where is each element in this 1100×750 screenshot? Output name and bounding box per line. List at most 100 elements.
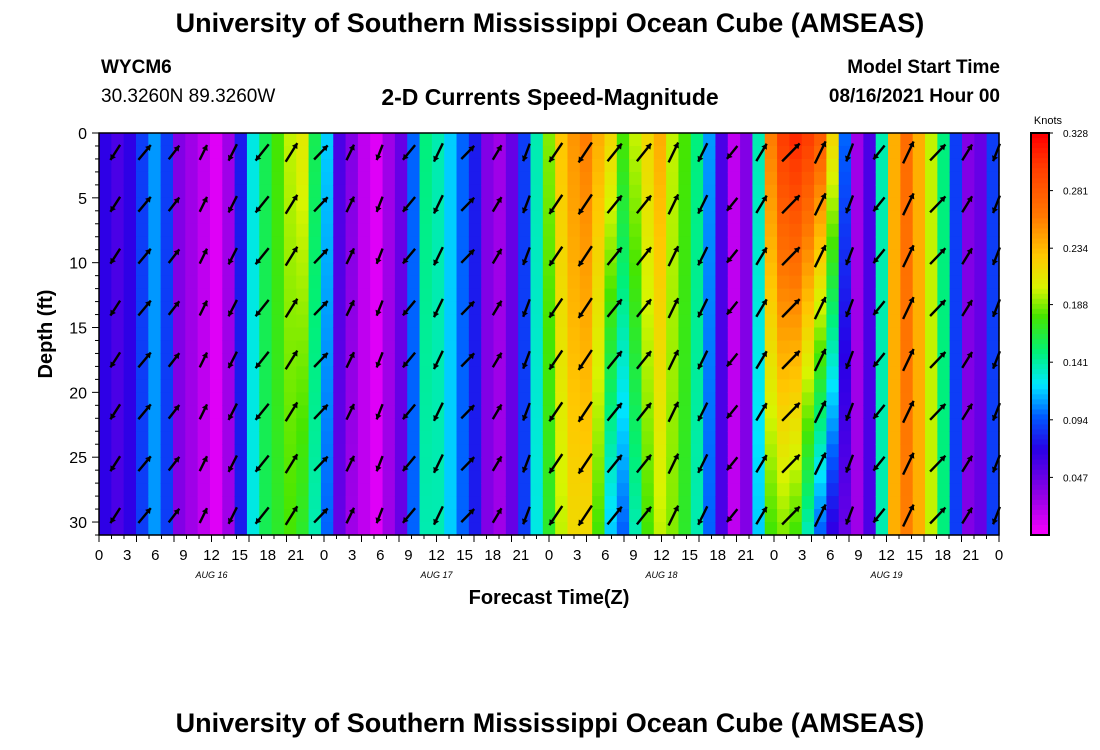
- heatmap-cell: [99, 405, 112, 419]
- current-arrow: [227, 403, 238, 421]
- heatmap-cell: [727, 262, 741, 277]
- heatmap-cell: [370, 275, 384, 290]
- heatmap-cell: [148, 522, 162, 536]
- heatmap-cell: [271, 275, 285, 290]
- heatmap-cell: [197, 275, 211, 290]
- heatmap-cell: [851, 483, 864, 497]
- heatmap-cell: [542, 223, 556, 238]
- colorbar-segment: [1031, 359, 1049, 365]
- heatmap-cell: [185, 353, 199, 368]
- arrow-head: [645, 299, 652, 306]
- current-arrow: [254, 402, 270, 421]
- colorbar-segment: [1031, 509, 1049, 516]
- heatmap-cell: [838, 379, 852, 393]
- heatmap-cell: [592, 301, 606, 316]
- current-arrow: [227, 351, 238, 369]
- heatmap-cell: [444, 145, 458, 160]
- heatmap-cell: [209, 509, 223, 523]
- heatmap-cell: [160, 353, 174, 368]
- heatmap-cell: [123, 184, 137, 199]
- heatmap-cell: [394, 184, 408, 199]
- heatmap-cell: [814, 379, 827, 393]
- heatmap-cell: [172, 327, 186, 342]
- heatmap-cell: [875, 496, 889, 510]
- heatmap-cell: [789, 158, 803, 173]
- heatmap-cell: [111, 457, 125, 471]
- heatmap-cell: [629, 327, 643, 342]
- heatmap-cell: [616, 171, 630, 186]
- heatmap-cell: [345, 288, 359, 303]
- current-arrow: [522, 506, 531, 525]
- heatmap-cell: [789, 366, 803, 380]
- current-arrow: [813, 244, 827, 268]
- heatmap-cell: [678, 418, 692, 432]
- heatmap-cell: [283, 444, 297, 458]
- colorbar-segment: [1031, 389, 1049, 395]
- heatmap-cell: [493, 327, 507, 342]
- heatmap-cell: [764, 379, 778, 393]
- heatmap-cell: [530, 249, 544, 264]
- heatmap-cell: [974, 158, 988, 173]
- colorbar-segment: [1031, 514, 1049, 521]
- heatmap-cell: [209, 236, 223, 251]
- heatmap-cell: [592, 405, 606, 419]
- current-arrow: [667, 141, 680, 163]
- heatmap-cell: [888, 470, 901, 484]
- heatmap-cell: [505, 431, 519, 445]
- heatmap-cell: [234, 314, 248, 329]
- heatmap-cell: [690, 275, 704, 290]
- heatmap-cell: [851, 171, 864, 186]
- heatmap-cell: [320, 483, 334, 497]
- heatmap-cell: [555, 522, 569, 536]
- heatmap-cell: [209, 457, 223, 471]
- heatmap-cell: [283, 522, 297, 536]
- heatmap-cell: [530, 314, 544, 329]
- heatmap-cell: [185, 171, 199, 186]
- current-arrow: [313, 507, 329, 524]
- heatmap-cell: [678, 133, 692, 147]
- heatmap-cell: [333, 184, 347, 199]
- heatmap-cell: [838, 133, 852, 147]
- current-arrow: [198, 507, 209, 524]
- heatmap-cell: [653, 184, 667, 199]
- heatmap-cell: [123, 457, 137, 471]
- heatmap-cell: [333, 522, 347, 536]
- current-arrow: [961, 299, 974, 317]
- heatmap-cell: [234, 431, 248, 445]
- heatmap-cell: [851, 184, 864, 199]
- heatmap-cell: [456, 431, 470, 445]
- heatmap-cell: [296, 236, 310, 251]
- colorbar-segment: [1031, 218, 1049, 225]
- heatmap-cell: [900, 418, 914, 432]
- heatmap-cell: [641, 340, 655, 355]
- heatmap-cell: [394, 223, 408, 238]
- heatmap-cell: [234, 470, 248, 484]
- x-tick-label: 0: [995, 547, 1003, 564]
- heatmap-cell: [826, 184, 840, 199]
- heatmap-cell: [641, 133, 655, 147]
- colorbar-segment: [1031, 399, 1049, 405]
- current-arrow: [667, 193, 680, 215]
- heatmap-cell: [530, 275, 544, 290]
- heatmap-cell: [333, 145, 347, 160]
- current-arrow: [522, 246, 531, 266]
- heatmap-cell: [99, 184, 112, 199]
- heatmap-cell: [962, 366, 975, 380]
- heatmap-cell: [789, 470, 803, 484]
- colorbar-segment: [1031, 374, 1049, 380]
- heatmap-cell: [875, 236, 889, 251]
- x-tick-label: 3: [573, 547, 581, 564]
- heatmap-cell: [185, 210, 199, 225]
- heatmap-cell: [320, 457, 334, 471]
- heatmap-cell: [407, 210, 421, 225]
- heatmap-cell: [888, 418, 901, 432]
- heatmap-cell: [283, 236, 297, 251]
- arrow-head: [616, 299, 622, 306]
- heatmap-cell: [271, 249, 285, 264]
- heatmap-cell: [949, 197, 963, 212]
- arrow-head: [673, 505, 679, 512]
- heatmap-cell: [123, 158, 137, 173]
- arrow-head: [321, 145, 328, 152]
- heatmap-cell: [703, 522, 717, 536]
- heatmap-cell: [99, 133, 112, 147]
